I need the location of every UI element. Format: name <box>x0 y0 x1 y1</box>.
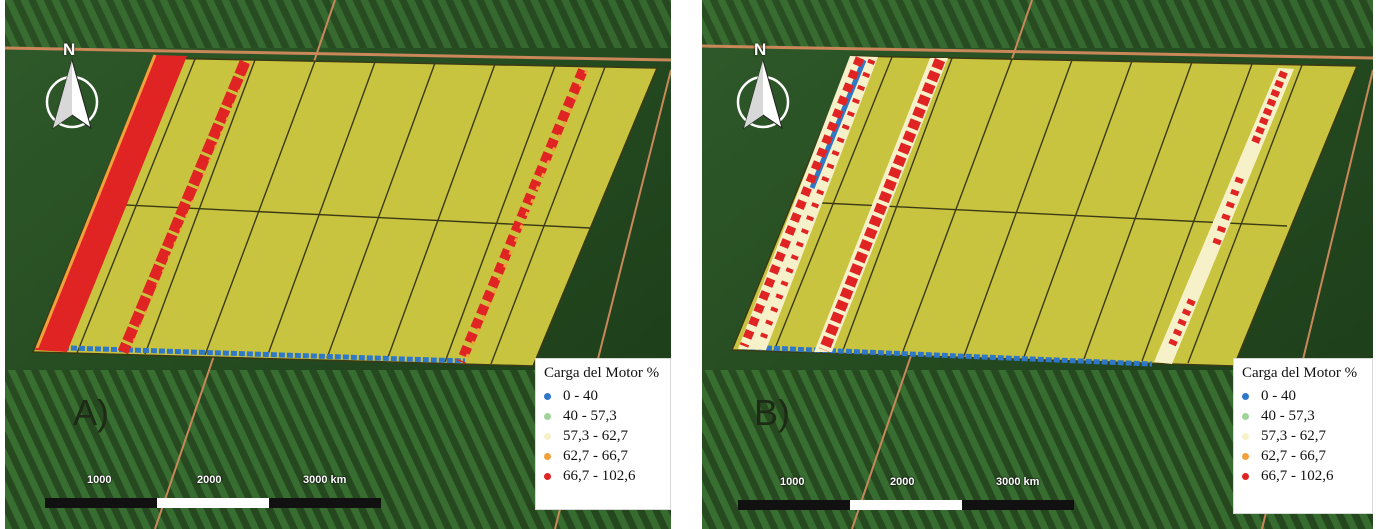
legend-item: 57,3 - 62,7 <box>1242 426 1364 446</box>
scale-label: 1000 <box>87 474 112 486</box>
legend-item: 0 - 40 <box>544 386 662 406</box>
legend-swatch <box>1242 452 1249 460</box>
legend-title: Carga del Motor % <box>544 365 660 381</box>
north-arrow: N <box>41 40 103 132</box>
data-track-high <box>756 58 876 348</box>
data-track-edge <box>35 54 157 349</box>
north-arrow: N <box>732 40 794 132</box>
legend-swatch <box>1242 472 1249 480</box>
panel-label: A) <box>73 392 109 433</box>
legend-item: 62,7 - 66,7 <box>1242 446 1364 466</box>
legend-label: 0 - 40 <box>563 387 598 404</box>
data-track-high <box>739 56 865 348</box>
map-panel-a: N A) 1000 2000 3000 km Carga del Motor %… <box>5 0 671 529</box>
scale-bar: 1000 2000 3000 km <box>738 476 1078 516</box>
legend-label: 66,7 - 102,6 <box>1261 467 1334 484</box>
scale-segment <box>850 500 962 510</box>
panel-label: B) <box>754 392 790 433</box>
road <box>5 46 671 62</box>
data-track-high <box>117 59 251 355</box>
legend-label: 66,7 - 102,6 <box>563 467 636 484</box>
map-panel-b: N B) 1000 2000 3000 km Carga del Motor %… <box>702 0 1373 529</box>
north-arrow-icon <box>736 58 790 130</box>
data-track-low <box>38 344 466 364</box>
data-track-high <box>456 68 588 364</box>
legend-item: 66,7 - 102,6 <box>1242 466 1364 486</box>
data-track-high <box>818 57 946 353</box>
data-track-high <box>35 55 187 352</box>
north-arrow-icon <box>45 58 99 130</box>
scale-segment <box>738 500 850 510</box>
legend: Carga del Motor % 0 - 40 40 - 57,3 57,3 … <box>1233 358 1373 514</box>
legend-label: 62,7 - 66,7 <box>563 447 628 464</box>
north-label: N <box>63 40 76 59</box>
legend-swatch <box>544 412 551 420</box>
legend-swatch <box>1242 432 1249 440</box>
legend-item: 40 - 57,3 <box>544 406 662 426</box>
legend-label: 40 - 57,3 <box>1261 407 1315 424</box>
legend-item: 40 - 57,3 <box>1242 406 1364 426</box>
scale-segment <box>157 498 269 508</box>
legend-label: 62,7 - 66,7 <box>1261 447 1326 464</box>
scale-label: 2000 <box>197 474 222 486</box>
legend-swatch <box>544 472 551 480</box>
scale-label: 3000 km <box>996 476 1040 488</box>
data-track-mid <box>738 56 878 350</box>
legend-swatch <box>1242 412 1249 420</box>
scale-segment <box>269 498 381 508</box>
legend-item: 0 - 40 <box>1242 386 1364 406</box>
legend-title: Carga del Motor % <box>1242 365 1358 381</box>
data-track-low <box>741 344 1153 367</box>
data-track-high <box>1250 70 1288 147</box>
legend-label: 57,3 - 62,7 <box>563 427 628 444</box>
legend-item: 66,7 - 102,6 <box>544 466 662 486</box>
crop-rows-top <box>5 0 671 48</box>
scale-label: 3000 km <box>303 474 347 486</box>
legend-label: 57,3 - 62,7 <box>1261 427 1326 444</box>
legend-label: 0 - 40 <box>1261 387 1296 404</box>
road <box>702 44 1373 60</box>
north-label: N <box>754 40 767 59</box>
legend-item: 57,3 - 62,7 <box>544 426 662 446</box>
data-track-high <box>1168 298 1196 347</box>
legend-swatch <box>544 392 551 400</box>
legend-item: 62,7 - 66,7 <box>544 446 662 466</box>
scale-bar: 1000 2000 3000 km <box>45 474 385 514</box>
scale-segment <box>962 500 1074 510</box>
scale-label: 2000 <box>890 476 915 488</box>
rice-field <box>31 57 659 367</box>
legend-swatch <box>544 432 551 440</box>
satellite-map-b <box>702 0 1373 529</box>
legend-swatch <box>1242 392 1249 400</box>
legend-label: 40 - 57,3 <box>563 407 617 424</box>
crop-rows-top <box>702 0 1373 48</box>
legend-swatch <box>544 452 551 460</box>
scale-segment <box>45 498 157 508</box>
scale-label: 1000 <box>780 476 805 488</box>
legend: Carga del Motor % 0 - 40 40 - 57,3 57,3 … <box>535 358 671 510</box>
